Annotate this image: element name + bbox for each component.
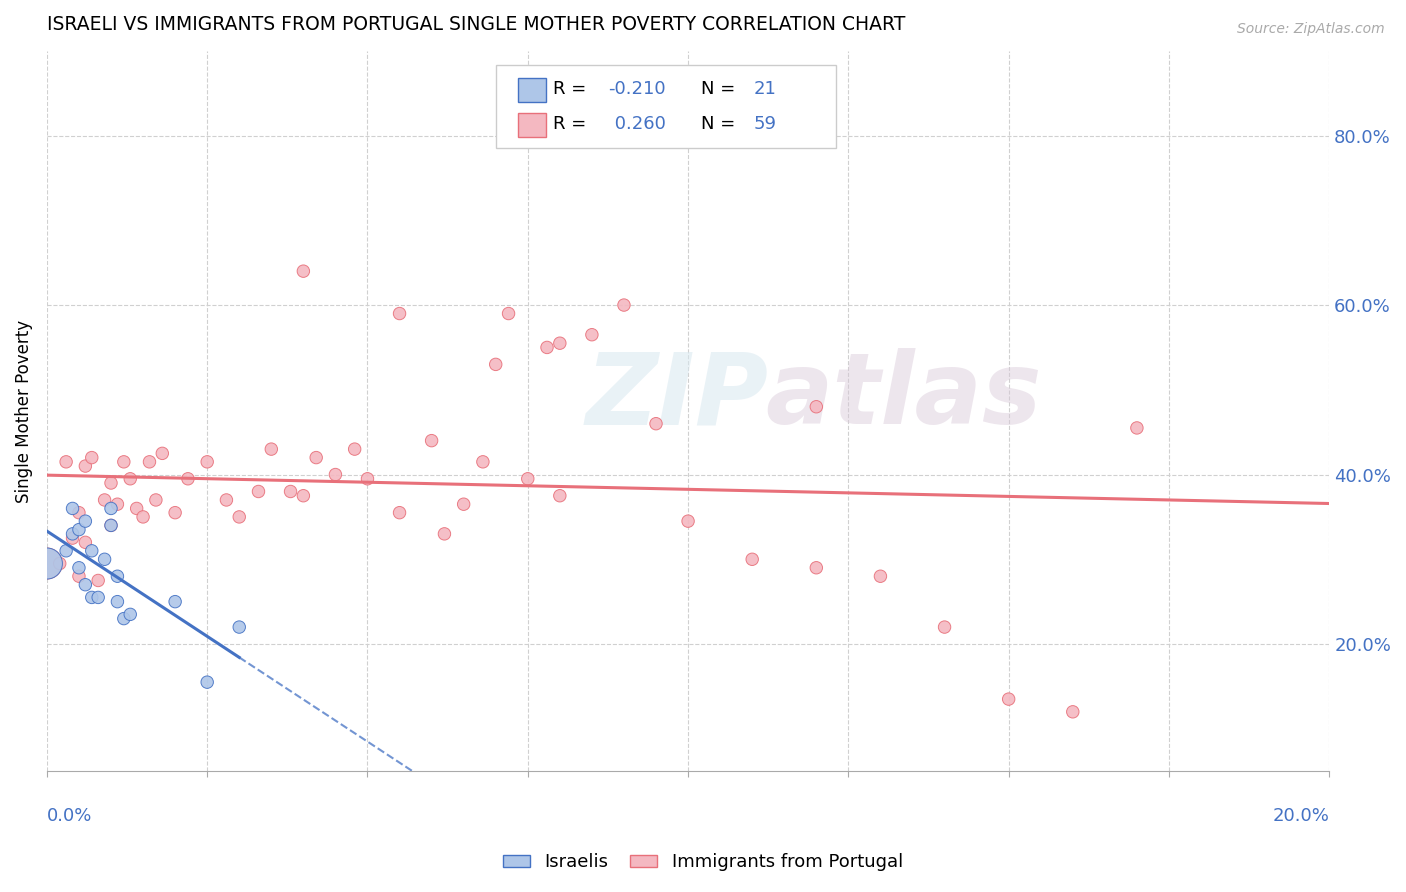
- Point: [247, 484, 270, 499]
- Point: [125, 501, 148, 516]
- Point: [48, 557, 70, 571]
- Point: [165, 595, 187, 609]
- Point: [35, 557, 58, 571]
- Point: [67, 560, 90, 574]
- Point: [260, 442, 283, 456]
- Point: [67, 569, 90, 583]
- Point: [80, 591, 103, 605]
- Text: 20.0%: 20.0%: [1272, 807, 1329, 825]
- Point: [388, 306, 411, 320]
- Point: [806, 400, 828, 414]
- Point: [869, 569, 891, 583]
- Y-axis label: Single Mother Poverty: Single Mother Poverty: [15, 319, 32, 502]
- Point: [67, 523, 90, 537]
- Point: [107, 569, 129, 583]
- Point: [62, 501, 84, 516]
- Point: [453, 497, 475, 511]
- Point: [934, 620, 956, 634]
- Point: [93, 492, 115, 507]
- Point: [228, 620, 250, 634]
- Point: [356, 472, 378, 486]
- Point: [305, 450, 328, 465]
- Point: [536, 340, 558, 354]
- Point: [87, 591, 110, 605]
- Point: [100, 518, 122, 533]
- Point: [195, 455, 218, 469]
- Point: [420, 434, 443, 448]
- Point: [150, 446, 173, 460]
- Point: [107, 497, 129, 511]
- Point: [67, 506, 90, 520]
- Point: [55, 543, 77, 558]
- Point: [132, 509, 155, 524]
- Point: [806, 560, 828, 574]
- Point: [1062, 705, 1084, 719]
- Point: [100, 501, 122, 516]
- Point: [195, 675, 218, 690]
- Point: [100, 518, 122, 533]
- Point: [35, 557, 58, 571]
- Point: [62, 526, 84, 541]
- Point: [498, 306, 520, 320]
- Text: 21: 21: [754, 80, 776, 98]
- Text: 0.260: 0.260: [609, 115, 665, 133]
- Legend: Israelis, Immigrants from Portugal: Israelis, Immigrants from Portugal: [496, 847, 910, 879]
- Point: [75, 514, 97, 528]
- Point: [516, 472, 538, 486]
- Text: -0.210: -0.210: [609, 80, 666, 98]
- Point: [548, 336, 571, 351]
- Point: [75, 458, 97, 473]
- Text: 59: 59: [754, 115, 776, 133]
- Bar: [517, 112, 546, 137]
- Point: [388, 506, 411, 520]
- Point: [75, 535, 97, 549]
- Point: [292, 264, 315, 278]
- Text: 0.0%: 0.0%: [46, 807, 93, 825]
- Point: [1126, 421, 1149, 435]
- Point: [228, 509, 250, 524]
- Point: [280, 484, 302, 499]
- Bar: [517, 78, 546, 103]
- Point: [112, 612, 135, 626]
- Text: ISRAELI VS IMMIGRANTS FROM PORTUGAL SINGLE MOTHER POVERTY CORRELATION CHART: ISRAELI VS IMMIGRANTS FROM PORTUGAL SING…: [46, 15, 905, 34]
- Point: [676, 514, 699, 528]
- Point: [165, 506, 187, 520]
- Point: [548, 489, 571, 503]
- Text: N =: N =: [702, 115, 741, 133]
- Text: atlas: atlas: [765, 348, 1042, 445]
- Text: Source: ZipAtlas.com: Source: ZipAtlas.com: [1237, 22, 1385, 37]
- Text: R =: R =: [554, 115, 592, 133]
- Point: [120, 607, 142, 622]
- Point: [120, 472, 142, 486]
- Point: [292, 489, 315, 503]
- Point: [177, 472, 200, 486]
- Point: [485, 357, 508, 371]
- Point: [80, 450, 103, 465]
- Point: [80, 543, 103, 558]
- Point: [62, 531, 84, 545]
- Text: R =: R =: [554, 80, 592, 98]
- Point: [215, 492, 238, 507]
- Point: [645, 417, 668, 431]
- Point: [138, 455, 160, 469]
- Text: N =: N =: [702, 80, 741, 98]
- Point: [75, 578, 97, 592]
- Point: [741, 552, 763, 566]
- Text: ZIP: ZIP: [585, 348, 769, 445]
- Point: [613, 298, 636, 312]
- Point: [93, 552, 115, 566]
- Point: [433, 526, 456, 541]
- Point: [145, 492, 167, 507]
- Point: [471, 455, 494, 469]
- Point: [997, 692, 1019, 706]
- Point: [107, 595, 129, 609]
- Point: [581, 327, 603, 342]
- FancyBboxPatch shape: [496, 65, 835, 148]
- Point: [325, 467, 347, 482]
- Point: [55, 455, 77, 469]
- Point: [87, 574, 110, 588]
- Point: [343, 442, 366, 456]
- Point: [100, 475, 122, 490]
- Point: [112, 455, 135, 469]
